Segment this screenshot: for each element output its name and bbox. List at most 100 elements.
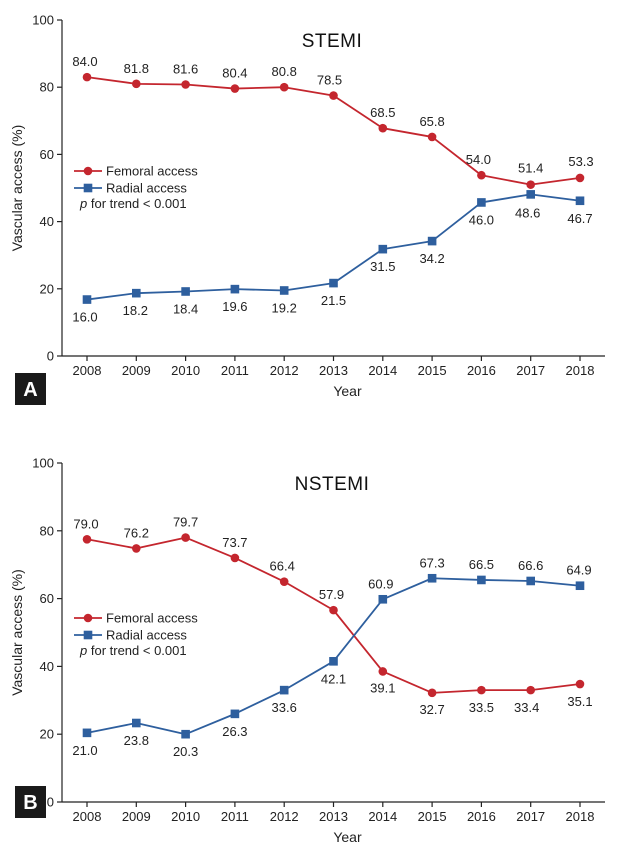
femoral-point — [181, 533, 190, 542]
femoral-data-label: 81.6 — [173, 62, 198, 77]
radial-point — [329, 278, 338, 288]
x-tick-label: 2009 — [122, 809, 151, 824]
x-tick-label: 2015 — [418, 363, 447, 378]
panel-label-box — [15, 373, 46, 405]
radial-data-label: 66.5 — [469, 557, 494, 572]
radial-data-label: 21.0 — [72, 743, 97, 758]
y-axis-title: Vascular access (%) — [9, 569, 25, 696]
femoral-point — [279, 82, 289, 92]
x-tick-label: 2017 — [516, 809, 545, 824]
femoral-data-label: 68.5 — [370, 105, 395, 120]
legend-label: Radial access — [106, 628, 187, 643]
radial-data-label: 21.5 — [321, 293, 346, 308]
x-tick-label: 2009 — [122, 363, 151, 378]
radial-point — [279, 286, 289, 295]
femoral-data-label: 54.0 — [466, 152, 491, 167]
femoral-data-label: 32.7 — [419, 702, 444, 717]
y-tick-label: 0 — [47, 349, 54, 364]
radial-data-label: 67.3 — [419, 555, 444, 570]
radial-data-label: 18.2 — [123, 303, 148, 318]
x-tick-label: 2008 — [73, 809, 102, 824]
x-tick-label: 2011 — [221, 809, 249, 824]
radial-data-label: 31.5 — [370, 259, 395, 274]
radial-data-label: 34.2 — [419, 251, 444, 266]
radial-point — [132, 288, 141, 298]
femoral-point — [132, 544, 141, 553]
femoral-data-label: 51.4 — [518, 161, 543, 176]
radial-data-label: 46.0 — [469, 212, 494, 227]
trend-note-p: p — [79, 643, 87, 658]
radial-data-label: 60.9 — [368, 576, 393, 591]
y-tick-label: 100 — [32, 456, 54, 471]
femoral-point — [575, 173, 585, 183]
panel-label-box — [15, 786, 46, 818]
radial-data-label: 19.6 — [222, 299, 247, 314]
radial-point — [427, 236, 437, 246]
femoral-point — [329, 91, 338, 100]
radial-point — [181, 729, 190, 739]
legend-femoral-marker — [83, 613, 93, 623]
x-axis-title: Year — [333, 829, 362, 845]
femoral-point — [427, 688, 437, 698]
femoral-point — [477, 170, 486, 180]
chart-title: STEMI — [302, 31, 363, 52]
radial-data-label: 19.2 — [272, 300, 297, 315]
radial-data-label: 46.7 — [567, 211, 592, 226]
radial-point — [427, 573, 437, 583]
chart-title: NSTEMI — [295, 474, 370, 495]
x-tick-label: 2011 — [221, 363, 249, 378]
femoral-data-label: 66.4 — [270, 559, 295, 574]
x-tick-label: 2010 — [171, 363, 200, 378]
x-tick-label: 2008 — [73, 363, 102, 378]
radial-data-label: 66.6 — [518, 558, 543, 573]
radial-data-label: 48.6 — [515, 205, 540, 220]
femoral-point — [132, 79, 141, 89]
x-tick-label: 2013 — [319, 363, 348, 378]
x-tick-label: 2014 — [368, 363, 397, 378]
y-tick-label: 80 — [40, 523, 54, 538]
legend-label: Femoral access — [106, 611, 198, 626]
panel-b: 0 20 40 60 80 100 2008 2009 2010 2011 2012 2013 2014… — [9, 456, 605, 845]
femoral-data-label: 84.0 — [72, 54, 97, 69]
radial-point — [378, 244, 388, 254]
x-tick-label: 2015 — [418, 809, 447, 824]
y-tick-label: 100 — [32, 13, 54, 28]
legend-femoral-marker — [83, 166, 93, 176]
femoral-data-label: 79.0 — [73, 516, 98, 531]
panel-label: B — [23, 792, 37, 814]
femoral-point — [427, 132, 437, 142]
radial-data-label: 20.3 — [173, 744, 198, 759]
x-tick-label: 2018 — [566, 809, 595, 824]
femoral-point — [329, 605, 338, 615]
femoral-data-label: 57.9 — [319, 587, 344, 602]
radial-point — [575, 581, 585, 591]
femoral-data-label: 35.1 — [567, 694, 592, 709]
femoral-point — [82, 534, 92, 544]
radial-data-label: 42.1 — [321, 671, 346, 686]
x-tick-label: 2016 — [467, 363, 496, 378]
femoral-data-label: 39.1 — [370, 680, 395, 695]
trend-note: p for trend < 0.001 — [79, 196, 187, 211]
x-tick-label: 2014 — [368, 809, 397, 824]
radial-point — [82, 295, 92, 304]
y-tick-label: 40 — [40, 214, 54, 229]
y-tick-label: 40 — [40, 659, 54, 674]
radial-point — [526, 190, 535, 199]
femoral-point — [378, 123, 388, 133]
radial-data-label: 16.0 — [72, 310, 97, 325]
radial-data-label: 18.4 — [173, 301, 198, 316]
radial-data-label: 23.8 — [124, 733, 149, 748]
radial-point — [82, 728, 92, 738]
radial-point — [181, 287, 190, 296]
x-tick-label: 2017 — [516, 363, 545, 378]
radial-point — [477, 198, 486, 207]
x-tick-label: 2018 — [566, 363, 595, 378]
femoral-point — [477, 685, 486, 695]
femoral-point — [230, 84, 240, 93]
y-tick-label: 0 — [47, 795, 54, 810]
y-tick-label: 20 — [40, 727, 54, 742]
femoral-data-label: 80.8 — [272, 64, 297, 79]
femoral-data-label: 81.8 — [124, 61, 149, 76]
radial-data-label: 33.6 — [272, 700, 297, 715]
